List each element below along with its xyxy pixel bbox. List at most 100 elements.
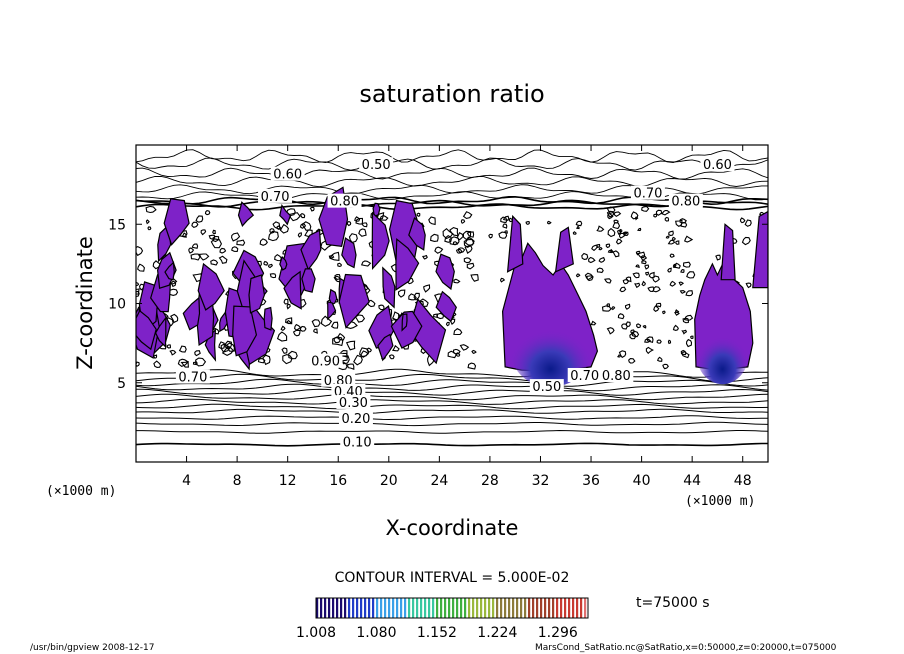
contour-fragment: [739, 217, 746, 224]
contour-fragment: [447, 350, 457, 359]
contour-fragment: [286, 319, 292, 325]
colorbar-stripe: [524, 598, 527, 618]
contour-fragment: [575, 220, 583, 227]
contour-fragment: [281, 347, 288, 354]
contour-fragment: [715, 254, 721, 261]
contour-fragment: [671, 236, 676, 241]
contour-fragment: [444, 235, 452, 243]
colorbar-stripe: [320, 598, 323, 618]
cloud-core: [696, 324, 749, 385]
contour-fragment: [680, 222, 688, 228]
colorbar-stripe: [328, 598, 331, 618]
contour-label-bg: [599, 367, 634, 382]
contour-fragment: [445, 321, 450, 327]
colorbar-stripe: [508, 598, 511, 618]
contour-label: 0.80: [671, 195, 700, 210]
contour-fragment: [282, 354, 293, 365]
contour-line: [136, 415, 768, 421]
contour-label: 0.80: [602, 369, 631, 384]
contour-fragment: [195, 357, 207, 367]
contour-fragment: [641, 260, 647, 265]
colorbar-tick-label: 1.296: [538, 625, 578, 641]
contour-fragment: [416, 212, 421, 217]
x-axis-label: X-coordinate: [386, 516, 519, 540]
contour-fragment: [170, 313, 179, 324]
contour-fragment: [190, 253, 201, 261]
x-tick-label: 12: [279, 473, 297, 489]
colorbar-stripe: [512, 598, 515, 618]
cloud-region: [382, 266, 396, 309]
x-tick-label: 48: [734, 473, 752, 489]
colorbar-stripe: [516, 598, 519, 618]
contour-fragment: [613, 219, 619, 224]
contour-fragment: [166, 344, 171, 349]
colorbar-stripe: [440, 598, 443, 618]
contour-fragment: [619, 232, 626, 239]
contour-fragment: [686, 271, 696, 279]
contour-fragment: [581, 252, 589, 260]
contour-labels: 0.500.600.600.70 0.700.80 0.800.900.800.70…: [175, 157, 735, 451]
contour-fragment: [330, 321, 339, 329]
cloud-region: [327, 301, 337, 321]
colorbar-stripe: [400, 598, 403, 618]
contour-fragment: [178, 345, 187, 353]
colorbar: 1.008 1.080 1.152 1.224 1.296: [296, 597, 589, 641]
contour-interval: CONTOUR INTERVAL = 5.000E-02: [335, 570, 570, 586]
cloud-region: [248, 274, 266, 314]
contour-fragment: [332, 336, 344, 347]
contour-fragment: [257, 358, 266, 364]
cloud-region: [341, 237, 357, 269]
contour-label-bg: [327, 193, 362, 208]
contour-line: [136, 421, 768, 427]
contour-fragment: [635, 250, 641, 256]
cloud-region: [263, 306, 273, 331]
contour-fragment: [169, 349, 177, 356]
contour-fragment: [615, 238, 623, 245]
contour-fragment: [607, 227, 616, 238]
contour-label-bg: [700, 157, 735, 172]
colorbar-stripe: [488, 598, 491, 618]
contour-fragment: [413, 292, 420, 301]
cloud-region: [163, 198, 190, 246]
contour-fragment: [645, 346, 654, 355]
colorbar-stripe: [404, 598, 407, 618]
contour-fragment: [456, 232, 464, 241]
contour-label: 0.70: [178, 371, 207, 386]
colorbar-stripe: [528, 598, 531, 618]
colorbar-stripe: [348, 598, 351, 618]
x-tick-label: 16: [329, 473, 347, 489]
colorbar-stripe: [564, 598, 567, 618]
x-tick-label: 32: [532, 473, 550, 489]
colorbar-stripe: [364, 598, 367, 618]
colorbar-stripe: [332, 598, 335, 618]
colorbar-stripe: [480, 598, 483, 618]
colorbar-tick-label: 1.224: [477, 625, 517, 641]
contour-fragment: [623, 231, 629, 236]
contour-fragment: [136, 290, 140, 298]
contour-fragment: [681, 329, 688, 335]
contour-fragment: [637, 227, 642, 232]
contour-fragment: [354, 216, 361, 222]
y-tick-label: 15: [108, 217, 126, 233]
contour-fragment: [618, 228, 623, 234]
contour-label: 0.60: [273, 168, 302, 183]
colorbar-frame: [315, 597, 589, 619]
cloud-region: [182, 296, 201, 331]
x-tick-label: 8: [233, 473, 242, 489]
colorbar-stripe: [356, 598, 359, 618]
contour-fragment: [292, 329, 301, 337]
contour-fragment: [508, 217, 513, 223]
contour-fragment: [379, 214, 389, 221]
contour-line: [136, 373, 768, 383]
contour-line: [136, 157, 768, 171]
contour-fragment: [641, 280, 646, 287]
cloud-region: [371, 211, 390, 271]
contour-label-bg: [175, 369, 210, 384]
colorbar-stripe: [568, 598, 571, 618]
contour-fragment: [606, 327, 615, 335]
contour-line: [136, 393, 768, 401]
cloud-region: [279, 204, 292, 226]
contour-fragment: [181, 232, 187, 238]
contour-fragment: [288, 350, 298, 360]
contour-fragment: [575, 273, 581, 278]
